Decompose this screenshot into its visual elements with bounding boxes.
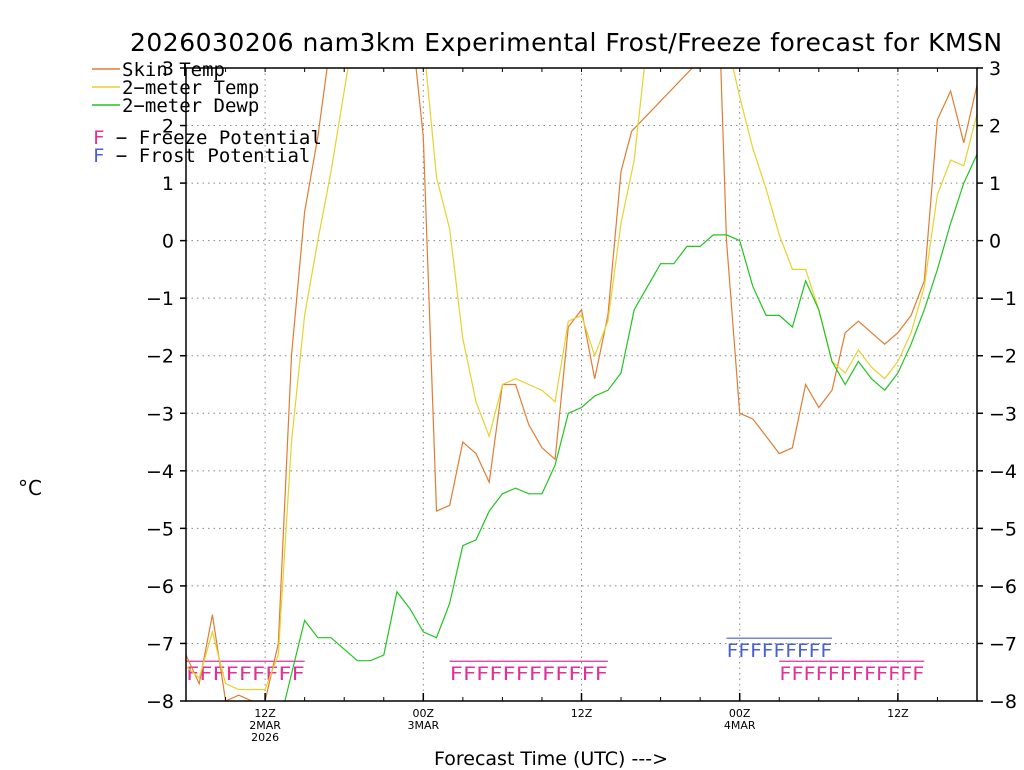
legend-skin-label: Skin Temp <box>122 59 225 81</box>
y-tick-label-right: 2 <box>989 116 1001 138</box>
y-tick-label-right: −4 <box>989 461 1017 483</box>
y-tick-label-left: −8 <box>146 691 174 713</box>
legend-dewp-label: 2−meter Dewp <box>122 95 259 117</box>
flag-run: FFFFFFFFF <box>727 640 832 662</box>
y-tick-label-right: 1 <box>989 173 1001 195</box>
chart-title: 2026030206 nam3km Experimental Frost/Fre… <box>130 28 1003 57</box>
y-axis-label: °C <box>18 476 42 500</box>
potential-flags: FFFFFFFFF FFFFFFFFFFFF FFFFFFFFFFFFFFFFFFF… <box>186 637 925 685</box>
flag-run: FFFFFFFFF <box>186 663 305 685</box>
y-tick-label-left: −7 <box>146 633 174 655</box>
x-tick-label: 12Z <box>254 707 276 720</box>
series-line-skin-temp <box>186 68 977 701</box>
x-tick-label: 00Z <box>729 707 751 720</box>
y-tick-label-left: −1 <box>146 288 174 310</box>
flag-run: FFFFFFFFFFFF <box>450 663 608 685</box>
x-tick-label: 00Z <box>413 707 435 720</box>
x-tick-label: 12Z <box>571 707 593 720</box>
legend-frost-label: − Frost Potential <box>104 145 310 167</box>
legend: Skin Temp 2−meter Temp 2−meter Dewp F − … <box>92 59 322 167</box>
y-tick-label-left: −6 <box>146 576 174 598</box>
y-tick-label-right: −2 <box>989 346 1017 368</box>
y-tick-label-right: −8 <box>989 691 1017 713</box>
y-tick-label-right: −1 <box>989 288 1017 310</box>
y-tick-label-left: 0 <box>162 231 174 253</box>
y-tick-label-left: 1 <box>162 173 174 195</box>
axis-ticks: −8 −8 −7 −7 −6 −6 −5 −5 −4 −4 −3 −3 −2 −2 −1 −1 0 0 1 1 2 2 3 3… <box>146 58 1017 744</box>
grid-lines <box>186 68 977 701</box>
legend-frost: F − Frost Potential <box>93 145 310 167</box>
y-tick-label-left: 3 <box>162 58 174 80</box>
x-tick-label: 3MAR <box>407 719 439 732</box>
y-tick-label-right: −7 <box>989 633 1017 655</box>
y-tick-label-right: 3 <box>989 58 1001 80</box>
series-line-2-meter-dewp <box>284 154 977 701</box>
y-tick-label-right: −6 <box>989 576 1017 598</box>
y-tick-label-left: −2 <box>146 346 174 368</box>
y-tick-label-left: −4 <box>146 461 174 483</box>
legend-temp-label: 2−meter Temp <box>122 77 259 99</box>
y-tick-label-left: −3 <box>146 403 174 425</box>
flag-run: FFFFFFFFFFFF <box>779 663 924 685</box>
x-tick-label: 4MAR <box>724 719 756 732</box>
y-tick-label-right: −5 <box>989 518 1017 540</box>
legend-freeze-label: − Freeze Potential <box>104 127 321 149</box>
legend-freeze: F − Freeze Potential <box>93 127 322 149</box>
x-tick-label: 12Z <box>887 707 909 720</box>
y-tick-label-left: 2 <box>162 116 174 138</box>
y-tick-label-right: −3 <box>989 403 1017 425</box>
legend-frost-f: F <box>93 145 104 167</box>
x-axis-label: Forecast Time (UTC) ---> <box>434 748 668 770</box>
x-tick-label: 2026 <box>251 731 279 744</box>
y-tick-label-right: 0 <box>989 231 1001 253</box>
series-line-2-meter-temp <box>186 68 977 691</box>
x-tick-label: 2MAR <box>249 719 281 732</box>
legend-freeze-f: F <box>93 127 104 149</box>
y-tick-label-left: −5 <box>146 518 174 540</box>
series-lines <box>186 68 977 701</box>
